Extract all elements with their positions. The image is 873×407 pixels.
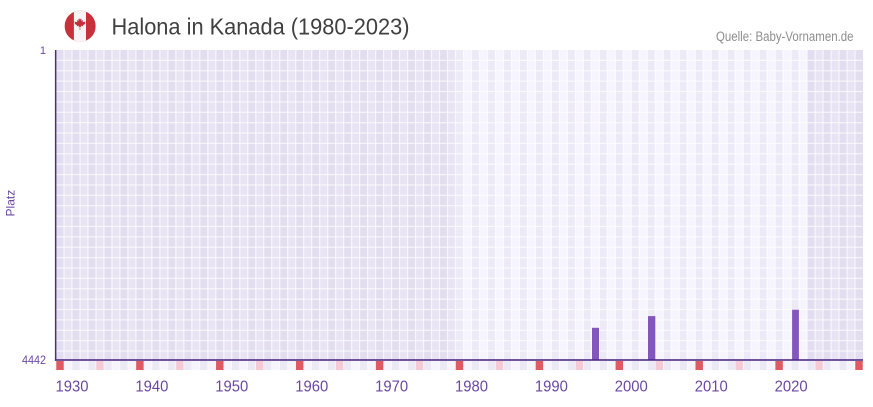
svg-text:Halona in Kanada (1980-2023): Halona in Kanada (1980-2023)	[112, 13, 410, 39]
svg-text:2020: 2020	[775, 378, 808, 395]
svg-text:1990: 1990	[535, 378, 568, 395]
svg-text:4442: 4442	[22, 353, 46, 367]
svg-text:Quelle: Baby-Vornamen.de: Quelle: Baby-Vornamen.de	[716, 29, 854, 44]
svg-text:1960: 1960	[295, 378, 328, 395]
svg-text:Platz: Platz	[3, 190, 17, 217]
svg-text:1950: 1950	[215, 378, 248, 395]
svg-text:2010: 2010	[695, 378, 728, 395]
svg-text:2000: 2000	[615, 378, 648, 395]
svg-text:1940: 1940	[135, 378, 168, 395]
svg-text:1930: 1930	[56, 378, 89, 395]
svg-text:1980: 1980	[455, 378, 488, 395]
svg-text:1: 1	[40, 45, 46, 57]
svg-text:1970: 1970	[375, 378, 408, 395]
